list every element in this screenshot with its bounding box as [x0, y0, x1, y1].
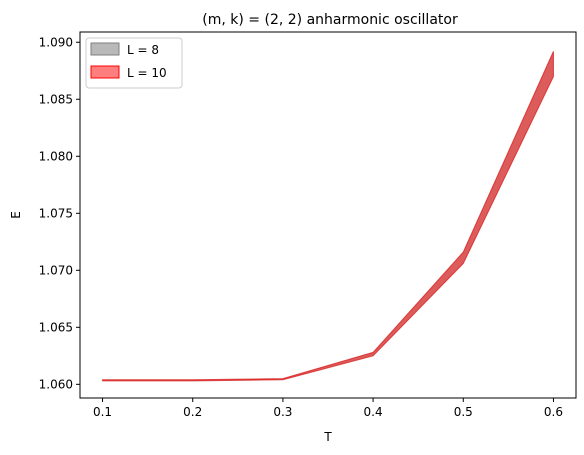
x-tick-label: 0.3 [273, 405, 292, 419]
x-tick-label: 0.1 [93, 405, 112, 419]
plot-frame [79, 31, 577, 399]
x-tick-label: 0.6 [544, 405, 563, 419]
series-band-1 [102, 51, 554, 382]
x-axis-label: T [323, 430, 332, 444]
y-axis-label: E [9, 211, 23, 219]
x-axis: 0.1 0.2 0.3 0.4 0.5 0.6 [93, 398, 563, 419]
series-areas [102, 51, 554, 382]
y-tick-label: 1.090 [39, 35, 73, 49]
y-axis: 1.060 1.065 1.070 1.075 1.080 1.085 1.090 [39, 35, 80, 391]
legend-label-1: L = 10 [127, 66, 167, 80]
y-tick-label: 1.085 [39, 92, 73, 106]
y-tick-label: 1.060 [39, 377, 73, 391]
legend-label-0: L = 8 [127, 43, 159, 57]
y-tick-label: 1.080 [39, 149, 73, 163]
x-tick-label: 0.5 [454, 405, 473, 419]
legend-swatch-1 [90, 65, 120, 79]
y-tick-label: 1.070 [39, 263, 73, 277]
chart-title: (m, k) = (2, 2) anharmonic oscillator [202, 12, 458, 28]
legend-swatch-0 [90, 42, 120, 56]
legend: L = 8 L = 10 [85, 37, 183, 89]
y-tick-label: 1.065 [39, 320, 73, 334]
y-tick-label: 1.075 [39, 206, 73, 220]
x-tick-label: 0.2 [183, 405, 202, 419]
x-tick-label: 0.4 [364, 405, 383, 419]
